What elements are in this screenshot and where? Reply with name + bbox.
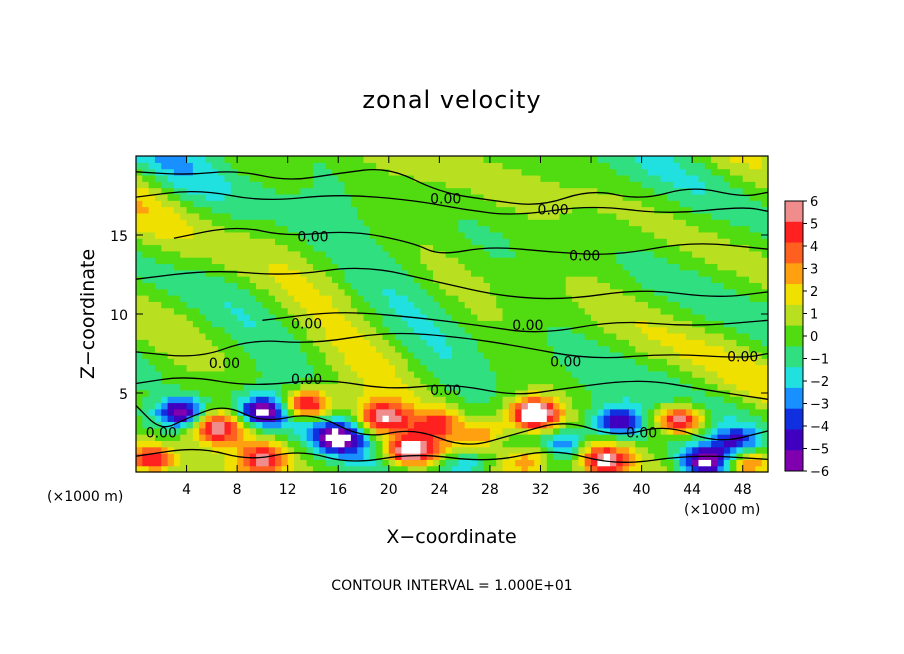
contour-label: 0.00 <box>538 203 569 219</box>
colorbar-swatch <box>785 242 803 264</box>
y-tick-label: 15 <box>110 229 128 245</box>
contour-interval-note: CONTOUR INTERVAL = 1.000E+01 <box>331 578 573 594</box>
chart-title: zonal velocity <box>362 86 542 114</box>
colorbar-tick-label: 5 <box>810 218 818 233</box>
contour-label: 0.00 <box>291 372 322 388</box>
contour-label: 0.00 <box>291 316 322 332</box>
contour-line <box>135 448 769 463</box>
contour-label: 0.00 <box>727 350 758 366</box>
contour-label: 0.00 <box>430 383 461 399</box>
y-tick-label: 10 <box>110 308 128 324</box>
colorbar-tick-label: −5 <box>810 443 829 458</box>
contour-line <box>135 267 769 300</box>
colorbar-swatch <box>785 263 803 285</box>
contour-label: 0.00 <box>626 426 657 442</box>
colorbar-swatch <box>785 284 803 306</box>
colorbar-tick-label: −3 <box>810 398 829 413</box>
x-tick-label: 48 <box>734 482 752 498</box>
colorbar-tick-label: 1 <box>810 308 818 323</box>
colorbar-swatch <box>785 346 803 368</box>
y-axis-label: Z−coordinate <box>77 248 99 380</box>
colorbar-tick-label: 6 <box>810 195 818 210</box>
x-tick-label: 32 <box>532 482 550 498</box>
x-unit-label-right: (×1000 m) <box>684 502 761 518</box>
x-tick-label: 36 <box>582 482 600 498</box>
colorbar-swatch <box>785 429 803 451</box>
contour-line <box>135 168 769 205</box>
contour-label: 0.00 <box>146 426 177 442</box>
contour-label: 0.00 <box>569 249 600 265</box>
contour-line <box>135 332 769 359</box>
x-tick-label: 24 <box>430 482 448 498</box>
colorbar-tick-label: −4 <box>810 420 829 435</box>
colorbar-tick-label: −2 <box>810 375 829 390</box>
x-unit-label-left: (×1000 m) <box>47 489 124 505</box>
x-tick-label: 12 <box>279 482 297 498</box>
x-tick-label: 4 <box>182 482 191 498</box>
x-tick-label: 8 <box>233 482 242 498</box>
y-tick-label: 5 <box>119 387 128 403</box>
colorbar-swatch <box>785 325 803 347</box>
x-tick-label: 44 <box>683 482 701 498</box>
contour-label: 0.00 <box>430 192 461 208</box>
colorbar-swatch <box>785 367 803 389</box>
contour-label: 0.00 <box>550 354 581 370</box>
x-axis-label: X−coordinate <box>386 526 517 548</box>
colorbar-swatch <box>785 304 803 327</box>
colorbar-tick-label: 4 <box>810 240 818 255</box>
contour-line <box>135 377 769 400</box>
colorbar-tick-label: 2 <box>810 285 818 300</box>
contour-label: 0.00 <box>512 318 543 334</box>
x-tick-label: 28 <box>481 482 499 498</box>
contour-line <box>135 405 769 445</box>
contour-label: 0.00 <box>297 230 328 246</box>
colorbar-tick-label: 0 <box>810 330 818 345</box>
colorbar-tick-label: −6 <box>810 465 829 480</box>
contour-label: 0.00 <box>209 356 240 372</box>
colorbar-swatch <box>785 450 803 472</box>
contour-line <box>173 227 769 255</box>
colorbar-swatch <box>785 408 803 430</box>
x-tick-label: 16 <box>329 482 347 498</box>
contour-line <box>262 312 769 333</box>
colorbar-swatch <box>785 387 803 410</box>
contour-line <box>135 190 769 215</box>
x-tick-label: 20 <box>380 482 398 498</box>
colorbar-tick-label: −1 <box>810 353 829 368</box>
colorbar-swatch <box>785 221 803 244</box>
colorbar-swatch <box>785 201 803 223</box>
colorbar-tick-label: 3 <box>810 263 818 278</box>
contour-lines <box>135 168 769 463</box>
x-tick-label: 40 <box>633 482 651 498</box>
